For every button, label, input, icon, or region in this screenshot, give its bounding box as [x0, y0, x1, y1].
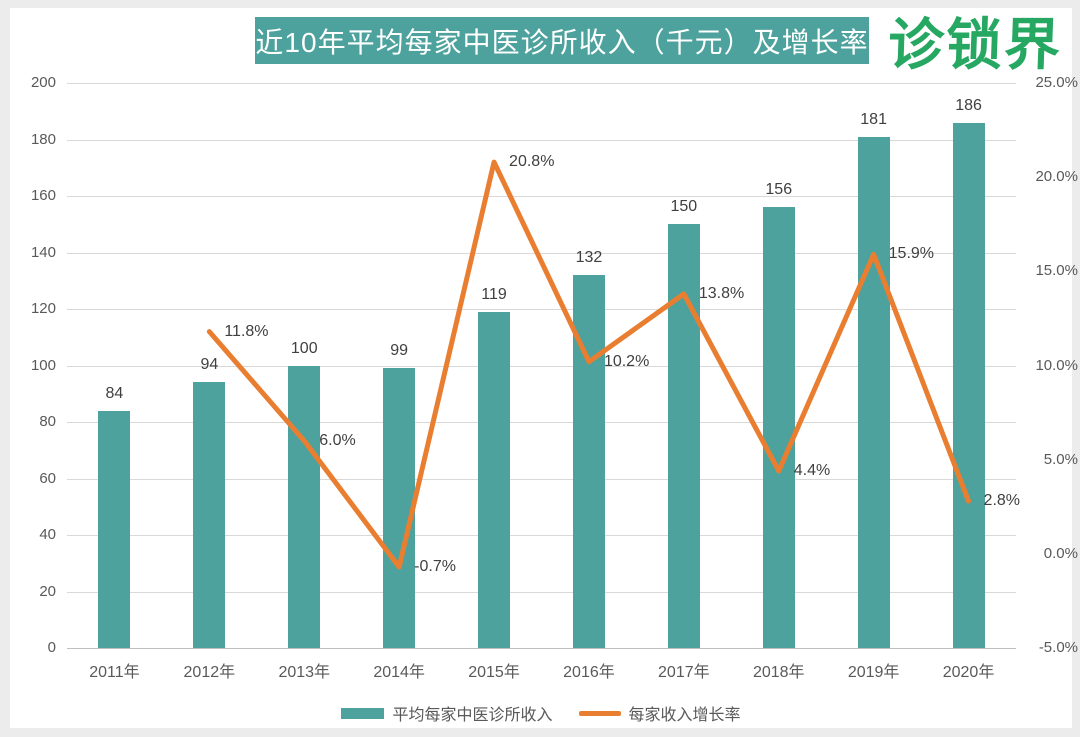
- left-axis-tick: 0: [47, 639, 56, 656]
- right-axis-tick: 5.0%: [1043, 450, 1078, 468]
- right-axis-tick: 0.0%: [1043, 544, 1078, 562]
- bar: [667, 224, 700, 648]
- x-axis-label: 2011年: [89, 664, 140, 681]
- left-axis-tick: 20: [39, 582, 56, 600]
- line-data-label: 10.2%: [603, 352, 650, 370]
- left-axis-tick: 160: [30, 187, 56, 204]
- line-series-swatch: [578, 710, 621, 716]
- bar: [478, 311, 511, 648]
- gridline: [67, 139, 1016, 141]
- left-axis-tick: 200: [30, 74, 56, 91]
- gridline: [67, 83, 1016, 84]
- left-axis-tick: 140: [30, 243, 56, 261]
- x-axis-label: 2016年: [563, 664, 615, 681]
- x-axis-label: 2013年: [278, 664, 331, 681]
- left-axis-tick: 180: [30, 130, 56, 148]
- legend: 平均每家中医诊所收入 每家收入增长率: [10, 701, 1072, 725]
- line-data-label: 4.4%: [793, 461, 831, 479]
- left-axis-tick: 60: [39, 469, 56, 487]
- growth-rate-line: [206, 159, 972, 570]
- legend-item-growth: 每家收入增长率: [578, 701, 741, 725]
- x-axis-label: 2015年: [468, 664, 520, 681]
- bar-data-label: 181: [860, 110, 887, 128]
- right-axis-tick: -5.0%: [1038, 639, 1078, 656]
- bar: [857, 136, 890, 648]
- bar: [952, 122, 985, 648]
- bar-data-label: 119: [481, 285, 507, 303]
- gridline: [67, 591, 1016, 593]
- left-axis-tick: 120: [30, 300, 56, 317]
- bar: [98, 410, 131, 648]
- bar-data-label: 99: [390, 342, 409, 360]
- x-axis-label: 2014年: [373, 664, 425, 681]
- zhensuojie-logo: 诊锁界: [886, 13, 1064, 76]
- bar-data-label: 156: [765, 181, 793, 199]
- chart-title: 近10年平均每家中医诊所收入（千元）及增长率: [255, 17, 869, 64]
- bar-series-swatch: [341, 707, 385, 719]
- line-data-label: 15.9%: [888, 245, 935, 263]
- left-axis-tick: 100: [30, 356, 56, 374]
- legend-label-growth: 每家收入增长率: [628, 707, 741, 724]
- bar-data-label: 84: [105, 384, 124, 402]
- x-axis-label: 2019年: [847, 664, 900, 681]
- gridline: [67, 648, 1016, 649]
- chart-canvas: 近10年平均每家中医诊所收入（千元）及增长率 诊锁界 0 20 40 60 80 100 1…: [10, 8, 1078, 728]
- bar-data-label: 94: [200, 356, 219, 374]
- legend-label-income: 平均每家中医诊所收入: [392, 707, 553, 724]
- line-data-label: 2.8%: [983, 492, 1021, 510]
- line-data-label: 20.8%: [509, 153, 555, 171]
- bar: [383, 368, 416, 648]
- bar-data-label: 100: [290, 339, 318, 357]
- bar: [193, 382, 226, 648]
- bar: [288, 365, 321, 648]
- bar-data-label: 150: [670, 198, 698, 216]
- x-axis-label: 2017年: [658, 664, 710, 681]
- line-data-label: 13.8%: [698, 284, 745, 302]
- line-data-label: 6.0%: [319, 431, 356, 449]
- bar-data-label: 132: [575, 249, 603, 267]
- left-axis-tick: 40: [39, 526, 56, 543]
- x-axis-label: 2012年: [183, 664, 236, 681]
- x-axis-label: 2018年: [752, 664, 805, 681]
- right-axis-tick: 25.0%: [1035, 74, 1078, 91]
- line-data-label: 11.8%: [224, 322, 269, 340]
- legend-item-income: 平均每家中医诊所收入: [341, 701, 553, 725]
- right-axis-tick: 10.0%: [1035, 356, 1078, 374]
- left-axis-tick: 80: [39, 413, 56, 430]
- right-axis-tick: 20.0%: [1035, 168, 1078, 186]
- bar: [572, 275, 605, 648]
- x-axis-label: 2020年: [942, 664, 995, 681]
- bar: [762, 207, 795, 648]
- bar-data-label: 186: [955, 96, 982, 114]
- right-axis-tick: 15.0%: [1035, 262, 1078, 280]
- line-data-label: -0.7%: [414, 558, 456, 576]
